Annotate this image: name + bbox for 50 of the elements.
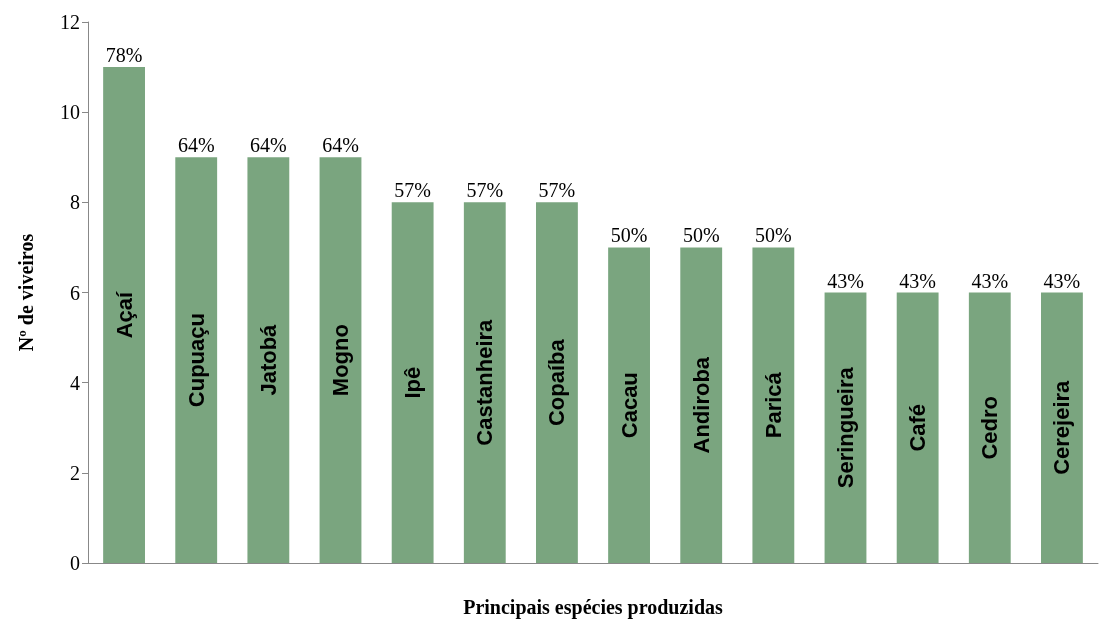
bar [968,292,1011,563]
x-tick-label: Ipê [400,366,426,399]
y-tick-label: 6 [70,281,80,304]
x-tick-label: Copaíba [544,338,570,427]
bar [463,202,506,563]
x-tick-label: Cerejeira [1049,379,1075,475]
bar [175,157,218,563]
bar [608,247,650,563]
bar [319,157,362,563]
x-tick-label: Jatobá [255,323,281,396]
annotation: 64% [250,134,287,157]
annotation: 57% [538,179,576,202]
x-tick-label: Mogno [328,324,353,397]
x-tick-label: Andiroba [688,356,714,454]
bar [752,247,795,563]
x-tick-label: Paricá [760,371,786,439]
x-tick-label: Açaí [111,290,137,339]
bar [536,202,578,563]
annotation: 57% [466,179,504,202]
y-tick-label: 12 [60,11,80,33]
annotation: 43% [827,269,864,292]
annotation: 64% [322,134,359,157]
annotation: 50% [755,224,792,247]
annotation: 50% [682,224,720,247]
annotation: 43% [1043,269,1081,292]
bar [1041,292,1083,563]
bar [391,202,434,563]
y-tick-label: 2 [70,461,80,484]
annotation: 50% [610,224,648,247]
y-tick-label: 8 [70,191,80,214]
x-tick-label: Cacau [616,372,642,439]
y-tick-label: 4 [70,371,80,394]
x-tick-label: Seringueira [833,366,858,489]
x-tick-label: Castanheira [472,318,498,446]
annotation: 78% [105,44,143,67]
annotation: 57% [394,179,431,202]
x-tick-label: Cedro [977,395,1003,460]
y-tick-label: 0 [70,552,80,574]
bar [103,67,145,563]
bar [896,292,939,563]
y-axis-title: Nº de viveiros [15,233,37,352]
y-tick-label: 10 [60,101,80,124]
annotation: 43% [971,269,1009,292]
x-tick-label: Cupuaçu [183,313,209,408]
annotation: 64% [177,134,215,157]
bar [247,157,290,563]
x-axis-title: Principais espécies produzidas [463,596,724,619]
x-tick-label: Café [905,403,931,452]
annotation: 43% [899,269,936,292]
bar [680,247,723,563]
